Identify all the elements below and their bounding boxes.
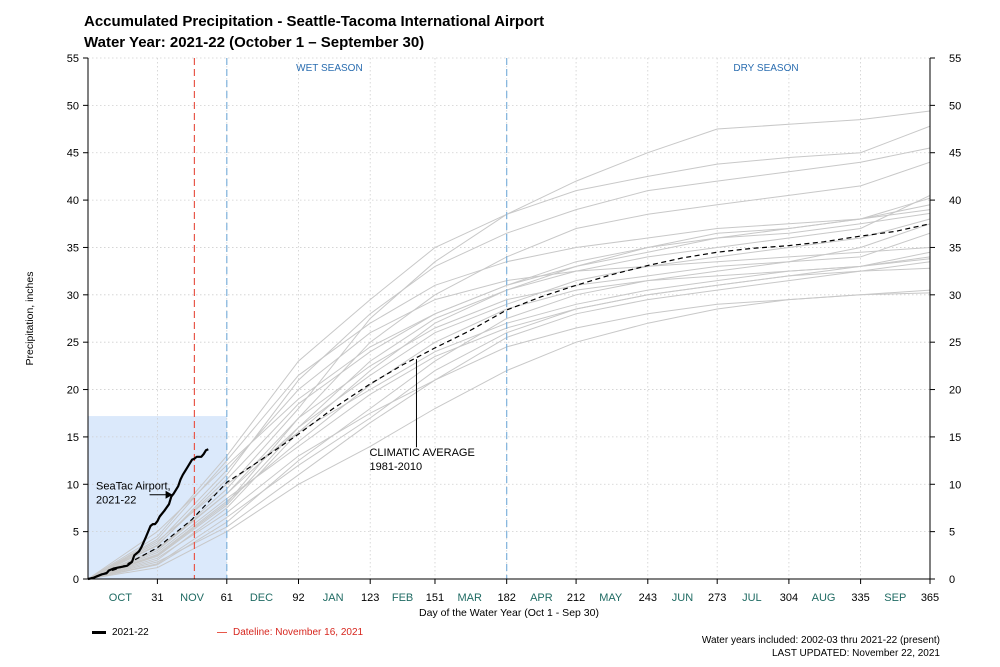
y-tick-label-right: 5 [949,527,955,539]
y-tick-label-right: 20 [949,385,961,397]
footer: Water years included: 2002-03 thru 2021-… [702,634,940,660]
y-tick-label-right: 40 [949,195,961,207]
y-tick-label-right: 10 [949,479,961,491]
month-label: MAY [599,592,623,604]
month-label: MAR [457,592,482,604]
y-tick-label-right: 30 [949,290,961,302]
x-tick-label: 31 [151,592,163,604]
current-year-line [87,448,209,581]
y-axis-label: Precipitation, inches [24,272,36,366]
month-label: JAN [323,592,344,604]
footer-years-included: Water years included: 2002-03 thru 2021-… [701,635,940,646]
y-tick-label-left: 50 [67,100,79,112]
month-label: FEB [392,592,413,604]
season-label: DRY SEASON [733,63,798,74]
x-axis-label: Day of the Water Year (Oct 1 - Sep 30) [419,607,599,619]
month-label: OCT [109,592,133,604]
month-label: JUL [742,592,762,604]
y-tick-label-right: 35 [949,242,961,254]
y-tick-label-left: 55 [67,53,79,65]
legend-current-swatch [92,631,106,634]
legend-dateline-label: Dateline: November 16, 2021 [233,627,364,638]
historical-year-line [87,147,931,580]
season-label: WET SEASON [296,63,363,74]
y-tick-label-right: 0 [949,574,955,586]
current-annotation-arrow [165,490,173,499]
month-label: NOV [180,592,205,604]
month-label: APR [530,592,553,604]
y-tick-label-right: 55 [949,53,961,65]
average-annotation-line1: CLIMATIC AVERAGE [369,447,474,459]
historical-year-line [87,267,931,580]
current-annotation-line1: SeaTac Airport, [96,481,171,493]
y-tick-label-right: 25 [949,337,961,349]
x-tick-label: 304 [780,592,798,604]
x-tick-label: 92 [292,592,304,604]
legend-dateline-swatch [217,632,227,633]
y-tick-label-left: 0 [73,574,79,586]
chart-title-block: Accumulated Precipitation - Seattle-Taco… [84,11,544,53]
y-tick-label-left: 40 [67,195,79,207]
x-tick-label: 151 [426,592,444,604]
climatic-average-line [87,223,931,580]
month-label: SEP [884,592,906,604]
current-annotation-line2: 2021-22 [96,495,136,507]
y-tick-label-left: 35 [67,242,79,254]
y-tick-label-left: 10 [67,479,79,491]
x-tick-label: 61 [221,592,233,604]
x-tick-label: 212 [567,592,585,604]
month-label: DEC [250,592,273,604]
y-tick-label-left: 30 [67,290,79,302]
chart-subtitle: Water Year: 2021-22 (October 1 – Septemb… [84,34,425,51]
x-tick-label: 243 [639,592,657,604]
legend-current-label: 2021-22 [112,627,149,638]
y-tick-label-right: 45 [949,148,961,160]
y-tick-label-right: 15 [949,432,961,444]
y-tick-label-left: 45 [67,148,79,160]
x-tick-label: 123 [361,592,379,604]
month-label: JUN [672,592,693,604]
y-tick-label-left: 15 [67,432,79,444]
average-annotation-line2: 1981-2010 [369,461,422,473]
legend-current: 2021-22 [92,627,149,638]
footer-last-updated: LAST UPDATED: November 22, 2021 [771,648,940,659]
y-tick-label-right: 50 [949,100,961,112]
month-label: AUG [812,592,836,604]
x-tick-label: 335 [851,592,869,604]
y-tick-label-left: 25 [67,337,79,349]
x-tick-label: 182 [498,592,516,604]
chart-title: Accumulated Precipitation - Seattle-Taco… [84,13,545,30]
y-tick-label-left: 5 [73,527,79,539]
y-tick-label-left: 20 [67,385,79,397]
legend-dateline: Dateline: November 16, 2021 [217,627,363,638]
x-tick-label: 273 [708,592,726,604]
x-tick-label: 365 [921,592,939,604]
